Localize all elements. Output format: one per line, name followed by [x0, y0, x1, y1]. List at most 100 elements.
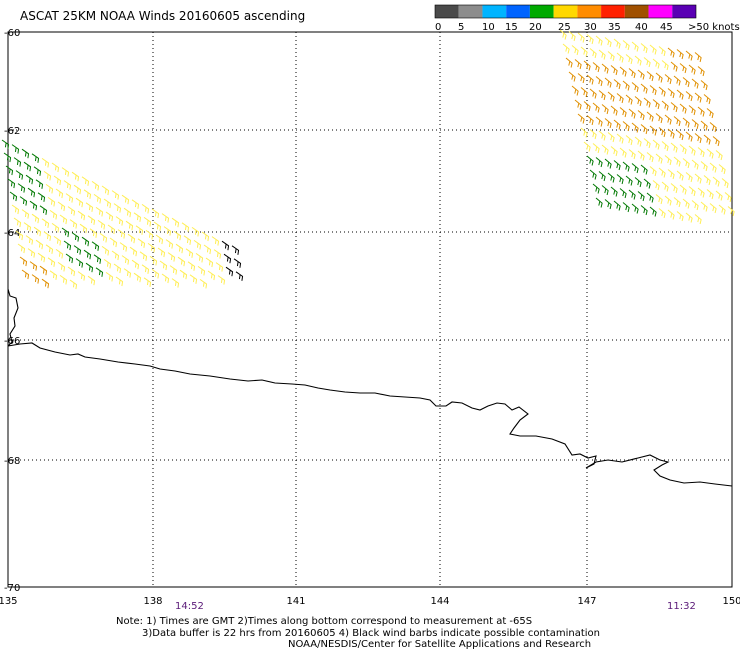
wind-barb	[15, 230, 24, 241]
wind-barb	[673, 75, 681, 86]
wind-barb	[706, 148, 714, 159]
wind-barb	[17, 183, 26, 193]
wind-barb	[676, 170, 684, 181]
colorbar-label: 0	[435, 22, 441, 33]
lon-label: 138	[143, 596, 162, 607]
wind-barb	[667, 88, 675, 99]
wind-barb	[59, 274, 68, 285]
lat-lon-grid	[8, 31, 732, 588]
wind-barb	[121, 194, 130, 205]
colorbar-label: 35	[608, 22, 621, 33]
wind-barb	[676, 211, 684, 222]
wind-barb	[673, 197, 681, 208]
wind-barb	[91, 180, 100, 191]
wind-barb	[574, 59, 582, 70]
wind-barb	[637, 150, 645, 161]
wind-barb	[59, 214, 68, 225]
wind-barb	[598, 90, 606, 101]
wind-barb	[646, 71, 654, 82]
wind-barb	[61, 227, 70, 238]
wind-barb	[613, 160, 621, 171]
wind-barb	[97, 219, 106, 230]
wind-barb	[131, 199, 140, 209]
wind-barb	[625, 54, 633, 65]
colorbar-segment	[553, 5, 578, 18]
wind-barb	[721, 178, 729, 189]
time-right: 11:32	[667, 601, 696, 612]
wind-barb	[631, 163, 639, 174]
wind-barb	[697, 106, 705, 117]
wind-barbs	[1, 29, 735, 290]
wind-barb	[703, 134, 711, 145]
wind-barb	[622, 161, 630, 172]
wind-barb	[189, 274, 198, 284]
colorbar-segment	[435, 5, 459, 18]
wind-barb	[667, 209, 675, 220]
wind-barb	[619, 107, 627, 118]
wind-barb	[83, 189, 92, 199]
wind-barb	[700, 80, 708, 91]
latitude-labels: -60-62-64-66-68-70	[4, 28, 20, 594]
wind-barb	[111, 250, 120, 261]
wind-barb	[577, 32, 585, 43]
wind-barb	[183, 235, 192, 245]
wind-barb	[199, 278, 208, 289]
wind-barb	[85, 202, 94, 212]
wind-barb	[55, 248, 64, 259]
wind-barb	[604, 37, 612, 48]
wind-barb	[694, 52, 702, 63]
wind-barb	[574, 99, 582, 110]
wind-barb	[685, 172, 693, 183]
wind-barb	[676, 130, 684, 141]
lon-label: 144	[430, 596, 449, 607]
wind-barb	[31, 213, 40, 224]
wind-barb	[145, 229, 154, 240]
wind-barb	[688, 186, 696, 197]
wind-barb	[141, 264, 150, 274]
lat-label: -62	[4, 126, 20, 137]
wind-barb	[679, 184, 687, 195]
wind-barb	[694, 173, 702, 184]
wind-barb	[123, 207, 132, 218]
wind-barb	[139, 251, 148, 261]
wind-barb	[133, 272, 142, 283]
wind-barb	[181, 222, 190, 232]
wind-barb	[568, 31, 576, 42]
wind-barb	[195, 252, 204, 263]
wind-barb	[607, 91, 615, 102]
wind-barb	[147, 242, 156, 253]
wind-barb	[697, 187, 705, 198]
wind-barb	[592, 62, 600, 73]
wind-barb	[153, 221, 162, 232]
wind-barb	[613, 200, 621, 211]
wind-barb	[19, 196, 28, 206]
wind-barb	[177, 256, 186, 267]
wind-barb	[213, 249, 222, 259]
wind-barb	[715, 150, 723, 161]
wind-barb	[694, 214, 702, 225]
wind-barb	[51, 162, 60, 173]
wind-barb	[616, 93, 624, 104]
wind-barb	[71, 171, 80, 182]
wind-barb	[193, 239, 202, 250]
wind-barb	[43, 170, 52, 181]
wind-barb	[691, 159, 699, 170]
wind-barb	[658, 208, 666, 219]
wind-barb	[67, 206, 76, 216]
wind-barb	[65, 193, 74, 203]
wind-barb	[137, 238, 146, 248]
wind-barb	[595, 76, 603, 87]
wind-barb	[607, 132, 615, 143]
wind-barb	[691, 119, 699, 130]
wind-barb	[673, 156, 681, 167]
wind-barb	[33, 166, 42, 176]
lat-label: -64	[4, 228, 20, 239]
lon-label: 150	[722, 596, 740, 607]
wind-barb	[9, 191, 18, 202]
wind-barb	[25, 235, 34, 245]
wind-barb	[29, 261, 38, 271]
wind-barb	[149, 255, 158, 266]
wind-barb	[565, 57, 573, 68]
wind-barb	[67, 266, 76, 277]
wind-barb	[652, 99, 660, 110]
